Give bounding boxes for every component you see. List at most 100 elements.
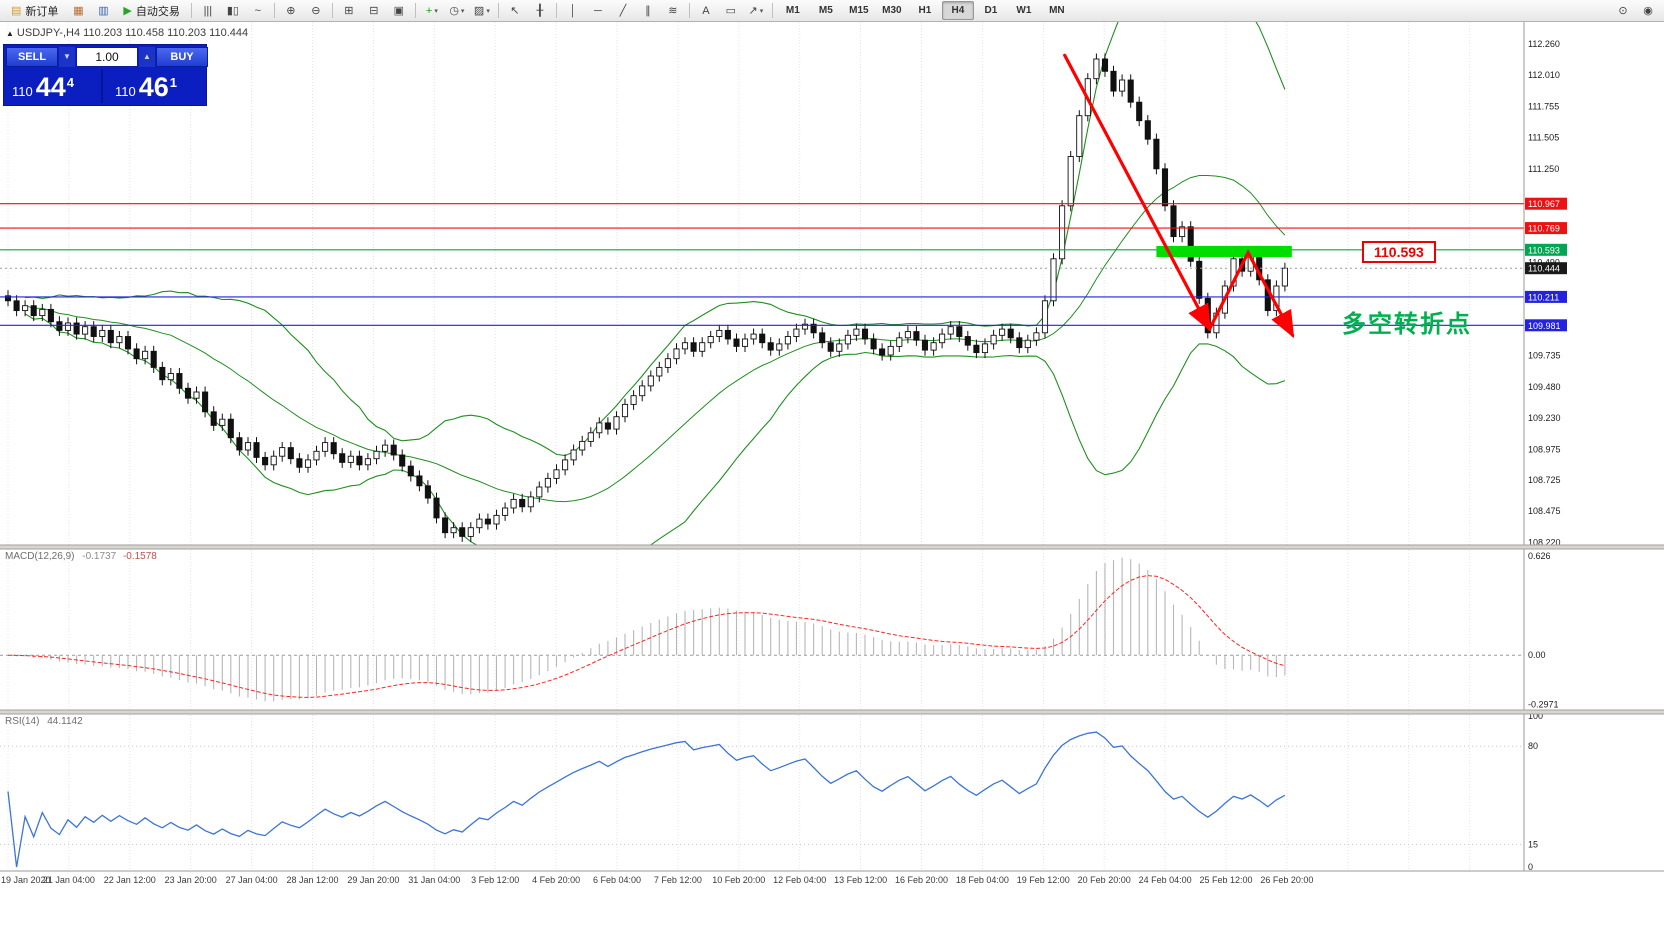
toolbar-separator bbox=[273, 3, 275, 18]
candle-body bbox=[810, 323, 817, 334]
add-indicator-button[interactable]: + ▾ bbox=[420, 1, 444, 21]
text-button[interactable]: A bbox=[694, 1, 718, 21]
crosshair-button[interactable]: ╂ bbox=[528, 1, 552, 21]
candle-body bbox=[536, 486, 543, 498]
add-indicator-icon: + bbox=[425, 4, 433, 17]
timeframe-M30[interactable]: M30 bbox=[882, 5, 902, 16]
price-tick-label: 108.725 bbox=[1528, 475, 1561, 485]
price-chart-svg[interactable]: 0.6260.00-0.297110080150112.260112.01011… bbox=[0, 22, 1664, 943]
candle-body bbox=[262, 456, 269, 466]
zoom-out-button[interactable]: ⊖ bbox=[304, 1, 328, 21]
text-icon: A bbox=[702, 4, 710, 17]
templates-button[interactable]: ▨ ▾ bbox=[470, 1, 494, 21]
buy-button[interactable]: BUY bbox=[156, 47, 208, 67]
community-button[interactable]: ◉ bbox=[1636, 1, 1660, 21]
macd-tick-label: -0.2971 bbox=[1528, 700, 1559, 710]
time-axis-label: 12 Feb 04:00 bbox=[773, 875, 826, 885]
candlestick-chart-button[interactable]: ▮▯ bbox=[221, 1, 245, 21]
candle-body bbox=[416, 475, 423, 487]
panel-separator[interactable] bbox=[0, 545, 1664, 549]
time-axis-label: 20 Feb 20:00 bbox=[1078, 875, 1131, 885]
candle-body bbox=[562, 459, 569, 471]
tile-windows-button[interactable]: ⊞ bbox=[337, 1, 361, 21]
channel-icon: ∥ bbox=[645, 4, 651, 17]
candle-body bbox=[407, 465, 414, 477]
timeframe-D1[interactable]: D1 bbox=[984, 5, 998, 16]
arrows-tool-button[interactable]: ↗ ▾ bbox=[744, 1, 768, 21]
timeframe-MN[interactable]: MN bbox=[1049, 5, 1065, 16]
price-level-label[interactable]: 110.593 bbox=[1362, 241, 1436, 263]
sell-button[interactable]: SELL bbox=[6, 47, 58, 67]
turning-point-annotation[interactable]: 多空转折点 bbox=[1342, 311, 1472, 338]
timeframe-H1[interactable]: H1 bbox=[918, 5, 932, 16]
navigator-button[interactable]: ▥ bbox=[91, 1, 115, 21]
timeframe-W1[interactable]: W1 bbox=[1016, 5, 1032, 16]
candle-body bbox=[193, 391, 200, 399]
bollinger-upper-band bbox=[25, 22, 1286, 457]
candle-body bbox=[167, 373, 174, 381]
candle-body bbox=[502, 507, 509, 516]
panel-separator[interactable] bbox=[0, 710, 1664, 714]
timeframe-H4[interactable]: H4 bbox=[941, 1, 974, 20]
trend-arrow[interactable] bbox=[1063, 53, 1212, 332]
timeframe-M15[interactable]: M15 bbox=[849, 5, 869, 16]
new-order-button[interactable]: ▤ 新订单 bbox=[4, 1, 65, 21]
channel-button[interactable]: ∥ bbox=[636, 1, 660, 21]
cascade-windows-button[interactable]: ⊟ bbox=[362, 1, 386, 21]
candle-body bbox=[382, 444, 389, 452]
new-order-label: 新订单 bbox=[25, 5, 59, 18]
highlight-zone[interactable] bbox=[1156, 245, 1292, 257]
candle-body bbox=[1144, 120, 1151, 140]
timeframe-M1[interactable]: M1 bbox=[785, 5, 800, 16]
macd-value-signal: -0.1578 bbox=[122, 551, 157, 562]
candle-body bbox=[1153, 138, 1160, 170]
candle-body bbox=[939, 333, 946, 344]
main-panel[interactable] bbox=[4, 22, 1288, 562]
time-axis-label: 21 Jan 04:00 bbox=[43, 875, 95, 885]
candle-body bbox=[227, 418, 234, 439]
line-chart-button[interactable]: ~ bbox=[246, 1, 270, 21]
volume-input[interactable] bbox=[76, 47, 138, 67]
candle-body bbox=[1024, 339, 1031, 349]
market-watch-button[interactable]: ▦ bbox=[66, 1, 90, 21]
time-axis-label: 28 Jan 12:00 bbox=[286, 875, 338, 885]
candle-body bbox=[476, 518, 483, 529]
trendline-button[interactable]: ╱ bbox=[611, 1, 635, 21]
volume-increase-button[interactable]: ▲ bbox=[139, 47, 155, 67]
line-chart-icon: ~ bbox=[254, 4, 262, 17]
auto-arrange-button[interactable]: ▣ bbox=[387, 1, 411, 21]
timeframe-M5[interactable]: M5 bbox=[818, 5, 833, 16]
candle-body bbox=[613, 416, 620, 430]
vertical-line-icon: │ bbox=[569, 4, 577, 17]
bar-chart-icon: ||| bbox=[203, 4, 213, 17]
candle-body bbox=[733, 338, 740, 347]
vertical-line-button[interactable]: │ bbox=[561, 1, 585, 21]
candle-body bbox=[870, 338, 877, 350]
search-button[interactable]: ⊙ bbox=[1611, 1, 1635, 21]
candle-body bbox=[570, 449, 577, 461]
candle-body bbox=[750, 333, 757, 340]
macd-signal-line bbox=[7, 575, 1286, 698]
candle-body bbox=[107, 329, 114, 344]
fibonacci-button[interactable]: ≋ bbox=[661, 1, 685, 21]
price-tick-label: 109.230 bbox=[1528, 413, 1561, 423]
candle-body bbox=[716, 329, 723, 337]
auto-trading-button[interactable]: ▶ 自动交易 bbox=[116, 1, 186, 21]
bar-chart-button[interactable]: ||| bbox=[196, 1, 220, 21]
horizontal-line-button[interactable]: ─ bbox=[586, 1, 610, 21]
text-label-button[interactable]: ▭ bbox=[719, 1, 743, 21]
cascade-windows-icon: ⊟ bbox=[369, 4, 379, 17]
symbol-info: ▲ USDJPY-,H4 110.203 110.458 110.203 110.… bbox=[6, 27, 248, 39]
trend-arrow[interactable] bbox=[1207, 249, 1295, 339]
periods-button[interactable]: ◷ ▾ bbox=[445, 1, 469, 21]
zoom-in-button[interactable]: ⊕ bbox=[279, 1, 303, 21]
price-axis-badge bbox=[1525, 243, 1567, 256]
buy-price[interactable]: 110 46 1 bbox=[101, 69, 204, 103]
main-toolbar: ▤ 新订单 ▦ ▥ ▶ 自动交易 ||| ▮▯ ~ ⊕ ⊖ ⊞ ⊟ ▣ + ▾ ◷ ▾ ▨ ▾ ↖ ╂ │ ─ ╱ ∥ ≋ A ▭ ↗ ▾ M… bbox=[0, 0, 1664, 22]
volume-decrease-button[interactable]: ▼ bbox=[59, 47, 75, 67]
zoom-out-icon: ⊖ bbox=[311, 4, 321, 17]
candle-body bbox=[836, 343, 843, 352]
new-order-button: ▤ bbox=[11, 4, 22, 17]
cursor-button[interactable]: ↖ bbox=[503, 1, 527, 21]
sell-price[interactable]: 110 44 4 bbox=[6, 69, 101, 103]
